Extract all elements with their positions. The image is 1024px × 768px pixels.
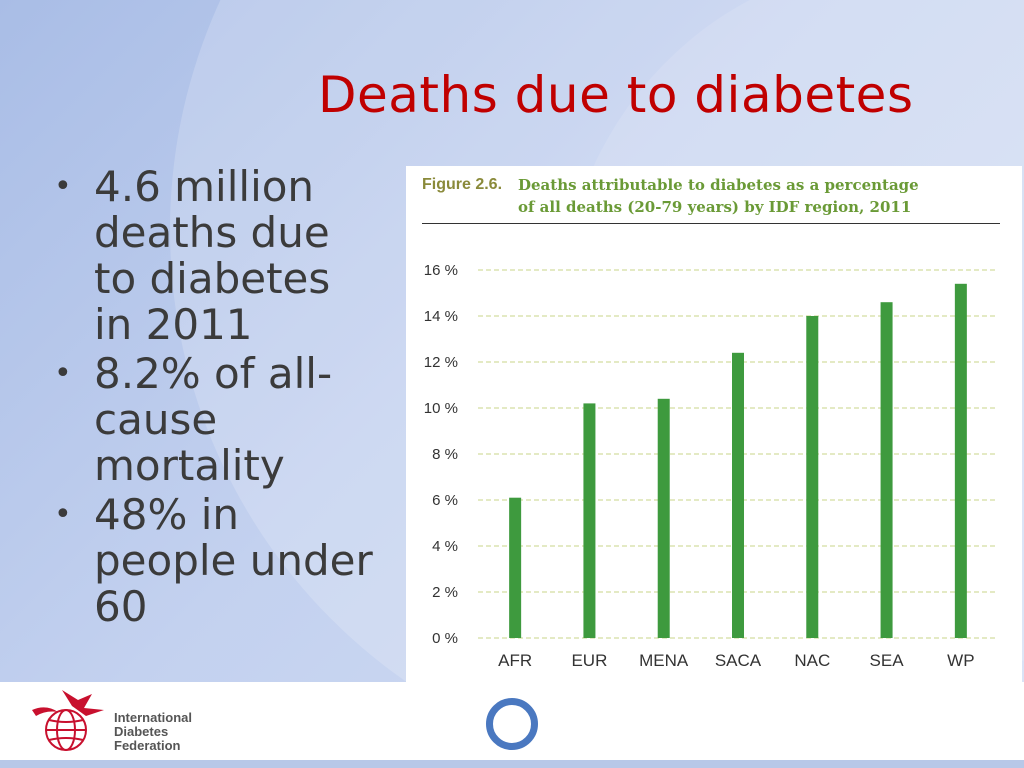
chart-bars xyxy=(509,283,967,638)
y-tick-label: 4 % xyxy=(432,538,458,555)
y-tick-label: 16 % xyxy=(424,262,458,279)
bar-nac xyxy=(806,316,819,638)
bullet-item: • 8.2% of all-cause mortality xyxy=(50,351,380,489)
x-tick-label: WP xyxy=(947,651,974,670)
bullet-text: 4.6 million deaths due to diabetes in 20… xyxy=(94,162,331,349)
bar-afr xyxy=(509,497,522,638)
bar-eur xyxy=(583,403,596,638)
bullet-text: 8.2% of all-cause mortality xyxy=(94,349,333,490)
x-tick-label: NAC xyxy=(794,651,830,670)
slide-title: Deaths due to diabetes xyxy=(318,66,914,124)
organization-name: International Diabetes Federation xyxy=(114,711,192,753)
bullet-dot-icon: • xyxy=(54,169,72,204)
bullet-dot-icon: • xyxy=(54,497,72,532)
x-tick-label: SACA xyxy=(715,651,762,670)
org-name-line: Diabetes xyxy=(114,724,169,739)
y-tick-label: 14 % xyxy=(424,308,458,325)
x-tick-label: EUR xyxy=(571,651,607,670)
footer-band xyxy=(0,760,1024,768)
org-name-line: Federation xyxy=(114,738,181,753)
x-tick-label: SEA xyxy=(870,651,905,670)
y-tick-label: 2 % xyxy=(432,584,458,601)
y-tick-label: 10 % xyxy=(424,400,458,417)
bullet-text: 48% in people under 60 xyxy=(94,490,373,631)
ring-icon xyxy=(486,698,538,750)
x-tick-label: MENA xyxy=(639,651,689,670)
bullet-list: • 4.6 million deaths due to diabetes in 2… xyxy=(50,164,380,633)
x-axis-ticks: AFR EUR MENA SACA NAC SEA WP xyxy=(498,651,974,670)
bar-saca xyxy=(732,352,744,638)
figure-title-line1: Deaths attributable to diabetes as a per… xyxy=(518,176,919,194)
bullet-item: • 48% in people under 60 xyxy=(50,492,380,630)
y-axis-ticks: 0 % 2 % 4 % 6 % 8 % 10 % 12 % 14 % 16 % xyxy=(424,262,458,647)
x-tick-label: AFR xyxy=(498,651,532,670)
bar-chart: 0 % 2 % 4 % 6 % 8 % 10 % 12 % 14 % 16 % AFR EUR ME… xyxy=(424,262,998,670)
figure-title-line2: of all deaths (20-79 years) by IDF regio… xyxy=(518,198,912,216)
bar-wp xyxy=(954,283,967,638)
bar-mena xyxy=(657,398,670,638)
figure-title-rule xyxy=(422,223,1000,224)
org-name-line: International xyxy=(114,710,193,725)
bullet-dot-icon: • xyxy=(54,356,72,391)
y-tick-label: 12 % xyxy=(424,354,458,371)
idf-logo-icon xyxy=(32,690,104,751)
figure-label: Figure 2.6. xyxy=(422,176,503,193)
y-tick-label: 6 % xyxy=(432,492,458,509)
bar-sea xyxy=(880,302,893,638)
y-tick-label: 0 % xyxy=(432,630,458,647)
y-tick-label: 8 % xyxy=(432,446,458,463)
bullet-item: • 4.6 million deaths due to diabetes in 2… xyxy=(50,164,380,348)
chart-panel: Figure 2.6. Deaths attributable to diabe… xyxy=(406,166,1022,682)
